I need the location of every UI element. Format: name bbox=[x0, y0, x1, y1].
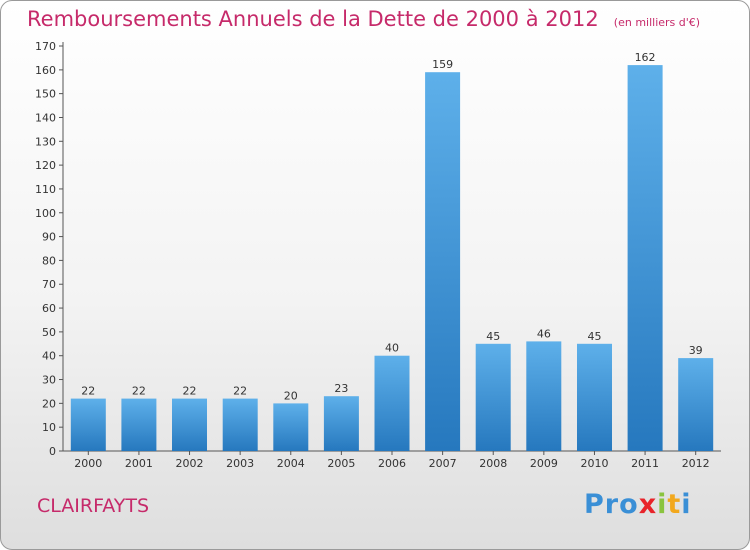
bar bbox=[70, 398, 106, 451]
x-tick-label: 2006 bbox=[378, 457, 406, 470]
chart-bars: 22 22 22 22 20 23 40 159 45 46 45 162 39 bbox=[70, 51, 714, 451]
y-tick-label: 0 bbox=[49, 445, 56, 458]
bar bbox=[627, 65, 663, 451]
y-tick-label: 30 bbox=[42, 374, 56, 387]
y-tick-label: 140 bbox=[35, 111, 56, 124]
bar bbox=[526, 341, 562, 451]
chart-axes: 0 10 20 30 40 50 60 70 80 90 100 110 120 130 140 150 160… bbox=[35, 40, 721, 470]
x-tick-label: 2003 bbox=[226, 457, 254, 470]
bar-value-label: 159 bbox=[432, 58, 453, 71]
bar bbox=[222, 398, 258, 451]
y-tick-label: 50 bbox=[42, 326, 56, 339]
logo-letter: r bbox=[604, 489, 620, 520]
x-tick-label: 2001 bbox=[125, 457, 153, 470]
logo-letter: i bbox=[681, 489, 692, 520]
bar bbox=[273, 403, 309, 451]
bar bbox=[577, 343, 612, 451]
bar-value-label: 40 bbox=[385, 342, 399, 355]
y-tick-label: 20 bbox=[42, 397, 56, 410]
x-tick-label: 2002 bbox=[176, 457, 204, 470]
bar-value-label: 22 bbox=[183, 385, 197, 398]
proxiti-logo: Proxiti bbox=[584, 489, 692, 520]
chart-subtitle: (en milliers d'€) bbox=[613, 16, 701, 29]
bar bbox=[475, 343, 511, 451]
chart-title-block: Remboursements Annuels de la Dette de 20… bbox=[27, 7, 700, 31]
y-tick-label: 130 bbox=[35, 135, 56, 148]
logo-letter: x bbox=[638, 489, 658, 520]
bar-value-label: 162 bbox=[635, 51, 656, 64]
y-tick-label: 110 bbox=[35, 183, 56, 196]
bar bbox=[121, 398, 157, 451]
y-tick-label: 120 bbox=[35, 159, 56, 172]
bar bbox=[323, 396, 359, 451]
y-tick-label: 70 bbox=[42, 278, 56, 291]
bar-value-label: 22 bbox=[233, 385, 247, 398]
y-tick-label: 40 bbox=[42, 350, 56, 363]
bar bbox=[678, 358, 714, 451]
bar-value-label: 22 bbox=[132, 385, 146, 398]
y-tick-label: 80 bbox=[42, 254, 56, 267]
logo-letter: i bbox=[657, 489, 668, 520]
bar bbox=[374, 355, 410, 451]
y-tick-label: 60 bbox=[42, 302, 56, 315]
x-tick-label: 2005 bbox=[327, 457, 355, 470]
x-tick-label: 2011 bbox=[631, 457, 659, 470]
bar-value-label: 22 bbox=[81, 385, 95, 398]
x-tick-label: 2009 bbox=[530, 457, 558, 470]
x-tick-label: 2004 bbox=[277, 457, 305, 470]
bar-value-label: 23 bbox=[334, 382, 348, 395]
x-tick-label: 2007 bbox=[429, 457, 457, 470]
y-tick-label: 100 bbox=[35, 207, 56, 220]
bar-value-label: 20 bbox=[284, 389, 298, 402]
bar bbox=[172, 398, 207, 451]
x-tick-label: 2012 bbox=[682, 457, 710, 470]
y-tick-label: 150 bbox=[35, 88, 56, 101]
logo-letter: P bbox=[584, 489, 605, 520]
bar bbox=[425, 72, 461, 451]
y-tick-label: 90 bbox=[42, 231, 56, 244]
chart-title: Remboursements Annuels de la Dette de 20… bbox=[27, 7, 599, 31]
commune-name: CLAIRFAYTS bbox=[37, 495, 150, 517]
bar-value-label: 45 bbox=[587, 330, 601, 343]
bar-value-label: 39 bbox=[689, 344, 703, 357]
y-tick-label: 10 bbox=[42, 421, 56, 434]
bar-value-label: 45 bbox=[486, 330, 500, 343]
x-tick-label: 2008 bbox=[479, 457, 507, 470]
y-tick-label: 160 bbox=[35, 64, 56, 77]
y-tick-label: 170 bbox=[35, 40, 56, 53]
bar-value-label: 46 bbox=[537, 327, 551, 340]
x-tick-label: 2010 bbox=[580, 457, 608, 470]
logo-letter: t bbox=[667, 489, 682, 520]
logo-letter: o bbox=[619, 489, 639, 520]
x-tick-label: 2000 bbox=[74, 457, 102, 470]
